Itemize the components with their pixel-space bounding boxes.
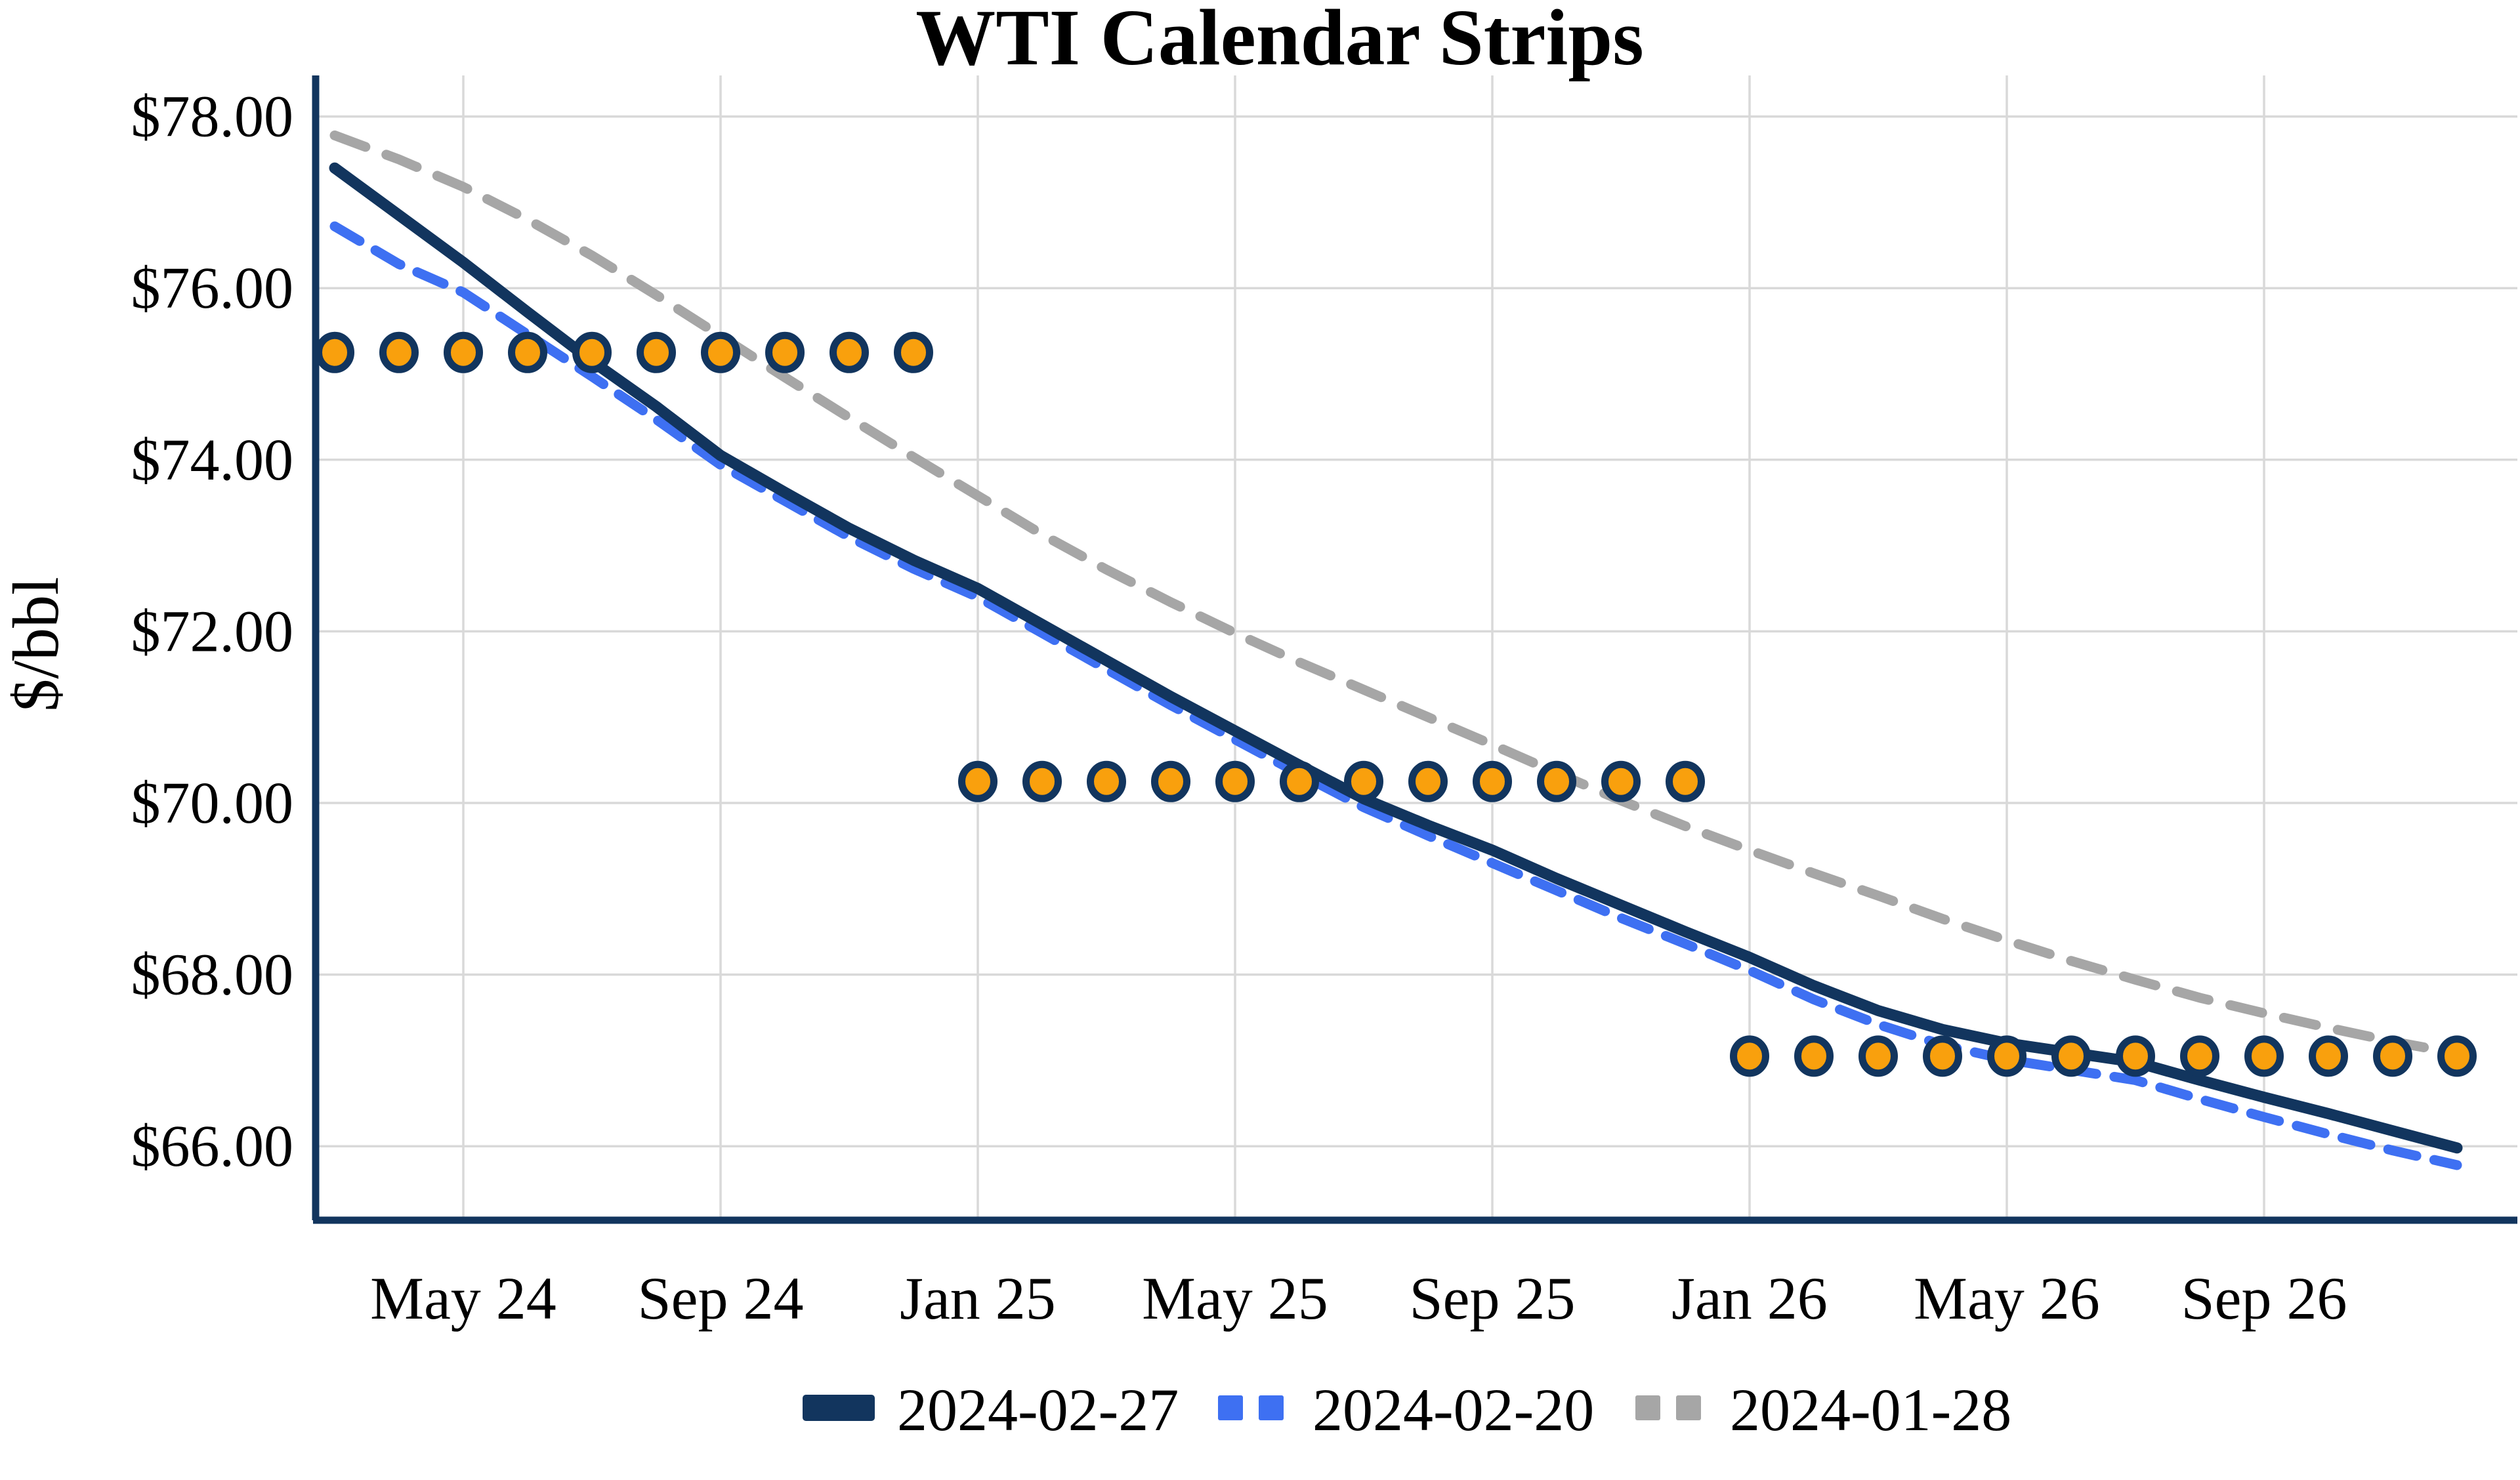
- legend-label-2024-02-20: 2024-02-20: [1312, 1376, 1594, 1443]
- tick-label-layer: $78.00 $76.00 $74.00 $72.00 $70.00 $68.00 $66.…: [131, 85, 2347, 1332]
- strip-dot-Cal-2025-strip: [1151, 760, 1190, 802]
- x-tick-label-May-24: May 24: [370, 1265, 556, 1332]
- strip-dot-Cal-2024-strip: [701, 331, 740, 373]
- strip-dot-Cal-2026-strip: [2437, 1035, 2477, 1077]
- strip-dot-Cal-2025-strip: [1666, 760, 1705, 802]
- grid-layer: [316, 75, 2517, 1220]
- x-tick-label-Sep-26: Sep 26: [2181, 1265, 2347, 1332]
- x-tick-label-May-26: May 26: [1914, 1265, 2100, 1332]
- strip-dot-Cal-2026-strip: [1730, 1035, 1769, 1077]
- strip-dot-Cal-2026-strip: [2309, 1035, 2348, 1077]
- strip-dot-Cal-2026-strip: [2051, 1035, 2091, 1077]
- strip-dot-Cal-2024-strip: [894, 331, 933, 373]
- strip-dot-Cal-2025-strip: [1022, 760, 1062, 802]
- strip-dot-Cal-2026-strip: [2373, 1035, 2412, 1077]
- strip-dot-Cal-2024-strip: [315, 331, 354, 373]
- strip-dot-Cal-2024-strip: [765, 331, 805, 373]
- strip-dot-Cal-2024-strip: [830, 331, 869, 373]
- strip-dot-Cal-2025-strip: [1473, 760, 1512, 802]
- y-tick-label-72: $72.00: [131, 599, 294, 664]
- legend-swatch-2024-01-28: [1676, 1395, 1701, 1420]
- strip-dots-layer: [315, 331, 2477, 1077]
- strip-dot-Cal-2024-strip: [379, 331, 419, 373]
- strip-dot-Cal-2025-strip: [1215, 760, 1255, 802]
- strip-dot-Cal-2025-strip: [1408, 760, 1448, 802]
- legend: 2024-02-27 2024-02-20 2024-01-28: [803, 1376, 2011, 1443]
- strip-dot-Cal-2025-strip: [1601, 760, 1641, 802]
- strip-dot-Cal-2025-strip: [958, 760, 998, 802]
- legend-swatch-2024-02-20: [1259, 1395, 1284, 1420]
- y-axis-title: $/bbl: [0, 577, 72, 712]
- strip-dot-Cal-2026-strip: [1923, 1035, 1962, 1077]
- y-tick-label-78: $78.00: [131, 85, 294, 150]
- strip-dot-Cal-2025-strip: [1344, 760, 1383, 802]
- legend-swatch-2024-01-28: [1635, 1395, 1660, 1420]
- strip-dot-Cal-2024-strip: [572, 331, 612, 373]
- legend-swatch-2024-02-20: [1218, 1395, 1243, 1420]
- strip-dot-Cal-2025-strip: [1087, 760, 1126, 802]
- y-tick-label-76: $76.00: [131, 256, 294, 321]
- x-tick-label-May-25: May 25: [1142, 1265, 1328, 1332]
- strip-dot-Cal-2025-strip: [1280, 760, 1319, 802]
- strip-dot-Cal-2024-strip: [508, 331, 547, 373]
- legend-label-2024-01-28: 2024-01-28: [1730, 1376, 2011, 1443]
- strip-dot-Cal-2024-strip: [637, 331, 676, 373]
- chart-title: WTI Calendar Strips: [915, 0, 1644, 82]
- legend-swatch-2024-02-27: [803, 1395, 875, 1421]
- strip-dot-Cal-2026-strip: [2244, 1035, 2284, 1077]
- y-tick-label-70: $70.00: [131, 771, 294, 836]
- strip-dot-Cal-2024-strip: [444, 331, 483, 373]
- y-tick-label-66: $66.00: [131, 1114, 294, 1179]
- series-layer: [329, 130, 2463, 1170]
- strip-dot-Cal-2026-strip: [2180, 1035, 2219, 1077]
- x-tick-label-Sep-25: Sep 25: [1410, 1265, 1576, 1332]
- x-tick-label-Jan-25: Jan 25: [900, 1265, 1056, 1332]
- y-tick-label-74: $74.00: [131, 428, 294, 493]
- x-tick-label-Sep-24: Sep 24: [638, 1265, 804, 1332]
- strip-dot-Cal-2026-strip: [2116, 1035, 2155, 1077]
- strip-dot-Cal-2026-strip: [1987, 1035, 2026, 1077]
- legend-label-2024-02-27: 2024-02-27: [897, 1376, 1179, 1443]
- strip-dot-Cal-2025-strip: [1537, 760, 1576, 802]
- series-line-2024-02-27: [329, 162, 2463, 1154]
- series-line-2024-01-28: [329, 130, 2462, 1059]
- strip-dot-Cal-2026-strip: [1794, 1035, 1834, 1077]
- x-tick-label-Jan-26: Jan 26: [1671, 1265, 1828, 1332]
- axis-layer: [312, 75, 2517, 1224]
- strip-dot-Cal-2026-strip: [1858, 1035, 1898, 1077]
- y-tick-label-68: $68.00: [131, 943, 294, 1008]
